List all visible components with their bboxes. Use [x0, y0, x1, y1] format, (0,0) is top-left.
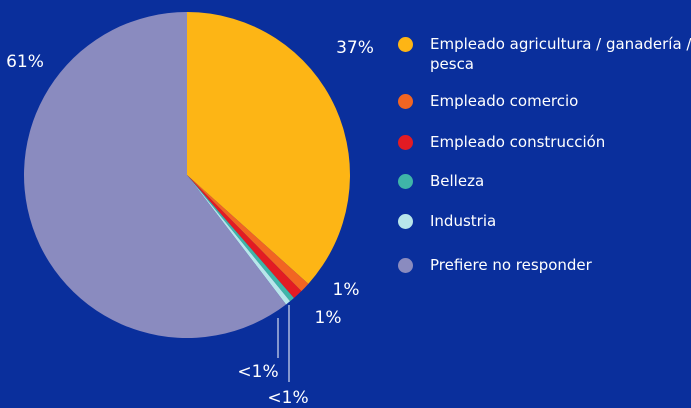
legend-label: Empleado agricultura / ganadería / pesca	[430, 35, 691, 73]
legend-item: Industria	[398, 211, 691, 231]
legend-swatch	[398, 214, 413, 229]
legend-swatch	[398, 174, 413, 189]
legend-swatch	[398, 135, 413, 150]
pie-slice	[23, 12, 287, 338]
legend-item: Empleado comercio	[398, 91, 691, 111]
pie-slice	[187, 175, 294, 302]
pie-slice	[187, 175, 302, 299]
data-label: 1%	[333, 280, 360, 300]
legend-swatch	[398, 94, 413, 109]
legend-label: Empleado comercio	[430, 92, 579, 110]
legend-label: Industria	[430, 212, 497, 230]
legend-item: Belleza	[398, 171, 691, 191]
pie-slice	[187, 12, 350, 284]
pie-slice	[187, 175, 309, 292]
legend-swatch	[398, 258, 413, 273]
data-label: 61%	[6, 52, 44, 72]
data-label: <1%	[237, 362, 278, 382]
legend-item: Empleado agricultura / ganadería / pesca	[398, 34, 691, 74]
data-label: 1%	[315, 308, 342, 328]
legend-swatch	[398, 37, 413, 52]
legend-label: Empleado construcción	[430, 133, 606, 151]
legend-item: Prefiere no responder	[398, 255, 691, 275]
legend-label: Belleza	[430, 172, 485, 190]
legend-item: Empleado construcción	[398, 132, 691, 152]
pie-slice	[187, 175, 291, 305]
data-label: 37%	[336, 38, 374, 58]
legend-label: Prefiere no responder	[430, 256, 592, 274]
data-label: <1%	[267, 388, 308, 408]
